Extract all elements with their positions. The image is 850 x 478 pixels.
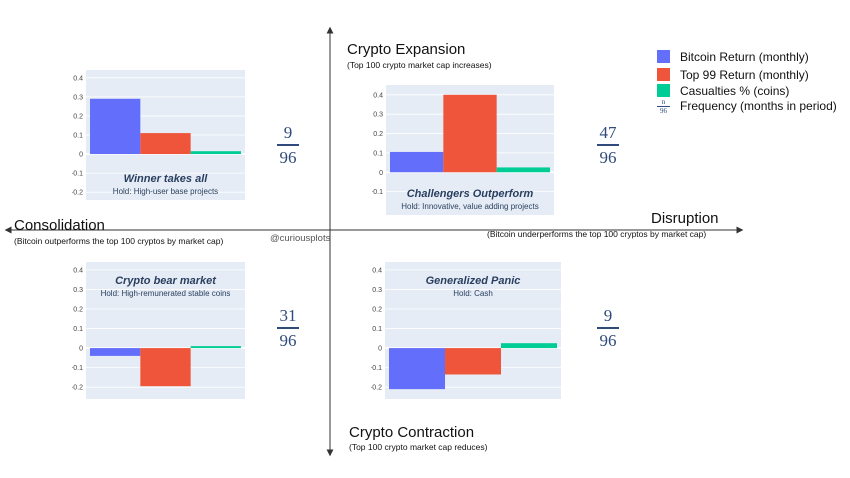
legend-frequency-fraction: n 96 bbox=[657, 98, 670, 115]
legend-frequency-label: Frequency (months in period) bbox=[680, 99, 837, 113]
y-tick-label: 0.1 bbox=[73, 133, 83, 140]
chart-subtitle: Hold: High-remunerated stable coins bbox=[101, 289, 231, 298]
y-tick-label: −0.2 bbox=[72, 385, 83, 392]
frequency-bottom-right: 9 96 bbox=[588, 306, 628, 351]
bar-casualties bbox=[501, 343, 557, 349]
bar-casualties bbox=[496, 167, 550, 173]
watermark: @curiousplots bbox=[270, 233, 331, 244]
frequency-denominator: 96 bbox=[279, 147, 297, 167]
frequency-numerator: 9 bbox=[283, 123, 293, 142]
frequency-numerator: 31 bbox=[279, 306, 297, 325]
legend-item-top99: Top 99 Return (monthly) bbox=[657, 68, 809, 82]
axis-bottom-title: Crypto Contraction bbox=[349, 424, 475, 441]
y-tick-label: 0.2 bbox=[73, 113, 83, 120]
y-tick-label: 0 bbox=[379, 170, 383, 177]
legend-label: Bitcoin Return bbox=[680, 50, 756, 64]
chart-subtitle: Hold: Innovative, value adding projects bbox=[401, 202, 538, 211]
frequency-top-left: 9 96 bbox=[268, 123, 308, 168]
y-tick-label: 0.1 bbox=[373, 150, 383, 157]
y-tick-label: −0.1 bbox=[372, 189, 383, 196]
bar-bitcoin-return bbox=[90, 98, 141, 155]
legend-label: Top 99 Return bbox=[680, 68, 756, 82]
axis-left-title: Consolidation bbox=[14, 217, 105, 234]
y-tick-label: 0.2 bbox=[372, 307, 382, 314]
frequency-bottom-left: 31 96 bbox=[268, 306, 308, 351]
frequency-denominator: 96 bbox=[599, 330, 617, 350]
y-tick-label: 0.3 bbox=[73, 287, 83, 294]
y-tick-label: −0.1 bbox=[371, 365, 382, 372]
bar-bitcoin-return bbox=[389, 348, 445, 390]
chart-title: Crypto bear market bbox=[115, 275, 217, 287]
y-tick-label: 0.3 bbox=[372, 287, 382, 294]
chart-title: Challengers Outperform bbox=[407, 188, 534, 200]
frequency-denominator: 96 bbox=[599, 147, 617, 167]
axis-top-title: Crypto Expansion bbox=[347, 41, 466, 58]
chart-subtitle: Hold: Cash bbox=[453, 289, 493, 298]
bar-casualties bbox=[190, 346, 241, 349]
y-tick-label: 0 bbox=[378, 346, 382, 353]
legend-item-bitcoin: Bitcoin Return (monthly) bbox=[657, 50, 809, 64]
y-tick-label: 0.4 bbox=[73, 267, 83, 274]
legend-label: Casualties % bbox=[680, 84, 751, 98]
legend-frequency-den: 96 bbox=[660, 107, 667, 115]
legend-note: (coins) bbox=[753, 84, 790, 98]
frequency-top-right: 47 96 bbox=[588, 123, 628, 168]
y-tick-label: 0.4 bbox=[373, 92, 383, 99]
y-tick-label: 0.1 bbox=[73, 326, 83, 333]
bar-top99-return bbox=[445, 348, 501, 375]
y-tick-label: 0.4 bbox=[73, 75, 83, 82]
axis-bottom-subtitle: (Top 100 crypto market cap reduces) bbox=[349, 442, 488, 452]
legend-note: (monthly) bbox=[758, 50, 809, 64]
y-tick-label: 0 bbox=[79, 152, 83, 159]
y-tick-label: 0.1 bbox=[372, 326, 382, 333]
bar-top99-return bbox=[443, 94, 497, 173]
y-tick-label: 0.4 bbox=[372, 267, 382, 274]
legend-item-frequency: n 96 Frequency (months in period) bbox=[657, 98, 837, 115]
chart-title: Winner takes all bbox=[124, 173, 209, 185]
legend-frequency-num: n bbox=[657, 98, 670, 107]
legend-swatch bbox=[657, 68, 670, 81]
bar-top99-return bbox=[140, 133, 191, 155]
chart-challengers-outperform: 0.4 0.3 0.2 0.1 0 −0.1 Challengers Outperform H… bbox=[372, 85, 554, 215]
legend-swatch bbox=[657, 50, 670, 63]
legend-swatch bbox=[657, 84, 670, 97]
y-tick-label: −0.2 bbox=[72, 190, 83, 197]
legend-item-casualties: Casualties % (coins) bbox=[657, 84, 789, 98]
bar-bitcoin-return bbox=[90, 348, 141, 356]
chart-crypto-bear-market: 0.4 0.3 0.2 0.1 0 −0.1 −0.2 Crypto bear market H… bbox=[72, 262, 245, 399]
y-tick-label: 0.3 bbox=[73, 94, 83, 101]
y-tick-label: 0.2 bbox=[373, 131, 383, 138]
y-tick-label: −0.1 bbox=[72, 171, 83, 178]
bar-top99-return bbox=[140, 348, 191, 387]
frequency-numerator: 9 bbox=[603, 306, 613, 325]
legend-note: (monthly) bbox=[758, 68, 809, 82]
y-tick-label: −0.2 bbox=[371, 385, 382, 392]
bar-bitcoin-return bbox=[390, 151, 444, 173]
y-tick-label: 0.3 bbox=[373, 112, 383, 119]
frequency-numerator: 47 bbox=[599, 123, 617, 142]
y-tick-label: 0.2 bbox=[73, 307, 83, 314]
y-tick-label: 0 bbox=[79, 346, 83, 353]
chart-subtitle: Hold: High-user base projects bbox=[113, 187, 218, 196]
axis-top-subtitle: (Top 100 crypto market cap increases) bbox=[347, 60, 492, 70]
y-tick-label: −0.1 bbox=[72, 365, 83, 372]
chart-winner-takes-all: 0.4 0.3 0.2 0.1 0 −0.1 −0.2 Winner takes all Hol… bbox=[72, 70, 245, 200]
chart-generalized-panic: 0.4 0.3 0.2 0.1 0 −0.1 −0.2 Generalized Panic Ho… bbox=[371, 262, 561, 399]
frequency-denominator: 96 bbox=[279, 330, 297, 350]
chart-title: Generalized Panic bbox=[426, 275, 521, 287]
axis-right-title: Disruption bbox=[651, 210, 719, 227]
bar-casualties bbox=[190, 151, 241, 155]
axis-right-subtitle: (Bitcoin underperforms the top 100 crypt… bbox=[487, 229, 707, 239]
axis-left-subtitle: (Bitcoin outperforms the top 100 cryptos… bbox=[14, 236, 224, 246]
